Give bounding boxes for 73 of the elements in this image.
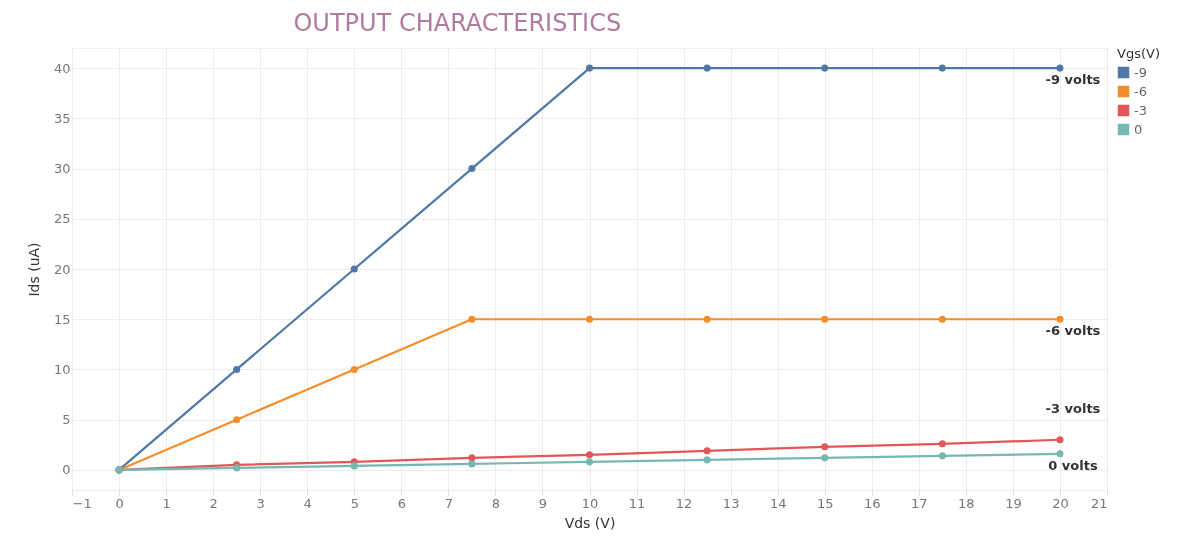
point xyxy=(468,315,476,323)
x-tick-label: 6 xyxy=(397,495,406,511)
x-tick-label: 16 xyxy=(864,495,881,511)
point xyxy=(585,315,594,323)
y-tick-label: 10 xyxy=(53,361,71,377)
point xyxy=(1056,436,1064,444)
x-tick-label: 5 xyxy=(350,495,359,511)
x-tick-label: 9 xyxy=(538,495,548,511)
x-tick-label: 8 xyxy=(491,495,501,511)
x-tick-label: 10 xyxy=(581,495,599,511)
x-tick-label: 11 xyxy=(628,495,646,511)
x-tick-label: 2 xyxy=(209,495,218,511)
legend-label: -9 xyxy=(1134,64,1147,80)
point xyxy=(938,64,946,72)
x-tick-label: 14 xyxy=(769,495,787,511)
point xyxy=(350,265,358,273)
y-tick-label: 40 xyxy=(53,60,71,76)
point xyxy=(821,64,829,72)
y-tick-label: 35 xyxy=(53,110,71,126)
y-tick-label: 15 xyxy=(53,311,71,327)
point xyxy=(1056,315,1064,323)
x-tick-label: 15 xyxy=(816,495,834,511)
point xyxy=(703,447,711,455)
point xyxy=(468,460,476,468)
x-tick-label: 3 xyxy=(256,495,265,511)
y-tick-label: 5 xyxy=(62,412,71,428)
point xyxy=(233,365,241,373)
x-axis-title: Vds (V) xyxy=(564,514,616,531)
x-tick-label: 21 xyxy=(1090,495,1108,511)
annotation: -6 volts xyxy=(1045,323,1101,339)
point xyxy=(1056,450,1064,458)
x-tick-label: 19 xyxy=(1005,495,1022,511)
y-tick-label: 25 xyxy=(53,211,71,227)
point xyxy=(821,443,829,451)
point xyxy=(585,64,594,72)
x-tick-label: 0 xyxy=(115,495,124,511)
legend-label: -3 xyxy=(1134,102,1147,118)
chart-title: OUTPUT CHARACTERISTICS xyxy=(293,9,622,37)
point xyxy=(938,452,946,460)
point xyxy=(585,451,594,459)
y-tick-label: 0 xyxy=(62,462,71,478)
x-tick-label: 7 xyxy=(444,495,453,511)
y-tick-label: 20 xyxy=(53,261,71,277)
point xyxy=(703,64,711,72)
point xyxy=(938,315,946,323)
y-tick-label: 30 xyxy=(53,161,71,177)
point xyxy=(1056,64,1064,72)
y-axis-title: Ids (uA) xyxy=(25,242,42,297)
legend-label: -6 xyxy=(1134,83,1147,99)
x-tick-label: 20 xyxy=(1052,495,1069,511)
point xyxy=(468,454,476,462)
annotation: 0 volts xyxy=(1048,457,1098,473)
x-tick-label: 12 xyxy=(675,495,693,511)
legend-title: Vgs(V) xyxy=(1117,46,1160,61)
x-tick-label: 4 xyxy=(303,495,312,511)
point xyxy=(233,416,241,424)
annotation: -9 volts xyxy=(1045,72,1101,88)
x-tick-label: 13 xyxy=(722,495,740,511)
point xyxy=(468,165,476,173)
legend-label: 0 xyxy=(1134,121,1143,137)
x-tick-label: 1 xyxy=(162,495,171,511)
x-tick-label: −1 xyxy=(72,495,92,511)
annotation: -3 volts xyxy=(1045,400,1101,416)
point xyxy=(821,454,829,462)
point xyxy=(350,462,358,470)
x-tick-label: 18 xyxy=(958,495,975,511)
point xyxy=(350,365,358,373)
point xyxy=(703,456,711,464)
x-tick-label: 17 xyxy=(911,495,928,511)
point xyxy=(585,458,594,466)
point xyxy=(703,315,711,323)
point xyxy=(821,315,829,323)
point xyxy=(938,440,946,448)
